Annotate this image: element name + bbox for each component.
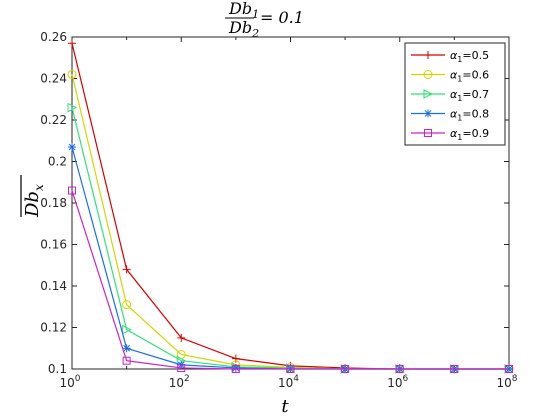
- marker-plus: [424, 51, 432, 59]
- y-tick-label: 0.12: [40, 321, 67, 335]
- title-rhs: = 0.1: [260, 8, 304, 27]
- y-tick-label: 0.1: [48, 362, 67, 376]
- legend-label: α1=0.7: [450, 88, 489, 103]
- y-tick-label: 0.18: [40, 196, 67, 210]
- marker-circle: [122, 300, 132, 310]
- y-tick-label: 0.16: [40, 238, 67, 252]
- y-tick-label: 0.26: [40, 30, 67, 44]
- y-tick-label: 0.22: [40, 113, 67, 127]
- marker-square: [231, 365, 240, 373]
- marker-triangle: [122, 324, 132, 335]
- marker-star: [122, 344, 131, 353]
- marker-star: [424, 109, 432, 118]
- marker-star: [231, 363, 240, 372]
- marker-triangle: [67, 102, 78, 113]
- series-line: [71, 190, 509, 370]
- x-tick-label: 104: [278, 374, 299, 390]
- legend-entry: α1=0.8: [411, 108, 489, 123]
- x-tick-label: 106: [387, 374, 408, 390]
- legend-label: α1=0.8: [450, 108, 489, 123]
- marker-square: [424, 129, 432, 137]
- marker-square: [450, 365, 459, 373]
- marker-square: [68, 186, 76, 195]
- marker-triangle: [423, 89, 434, 99]
- series-5: [68, 186, 513, 373]
- chart-title: Db1 Db2 = 0.1: [225, 0, 304, 40]
- marker-circle: [423, 70, 433, 79]
- marker-square: [341, 365, 350, 373]
- x-tick-label: 100: [59, 374, 80, 390]
- title-denominator: Db2: [228, 18, 259, 40]
- y-tick-label: 0.14: [40, 279, 67, 293]
- marker-plus: [68, 39, 76, 48]
- marker-square: [122, 356, 131, 365]
- marker-square: [177, 363, 186, 372]
- y-label-text: Dbx: [22, 184, 46, 218]
- legend-label: α1=0.9: [450, 127, 489, 142]
- marker-square: [286, 365, 295, 373]
- legend-entry: α1=0.6: [411, 69, 489, 84]
- legend-label: α1=0.5: [450, 49, 489, 64]
- legend-entry: α1=0.5: [411, 49, 489, 64]
- x-tick-label: 108: [496, 374, 517, 390]
- marker-star: [68, 142, 76, 151]
- x-axis-label: t: [281, 396, 289, 417]
- x-tick-label: 102: [169, 374, 190, 390]
- legend-entry: α1=0.7: [411, 88, 489, 103]
- marker-plus: [122, 265, 131, 274]
- y-tick-label: 0.24: [40, 72, 67, 86]
- marker-circle: [67, 69, 77, 79]
- legend-label: α1=0.6: [450, 69, 489, 84]
- y-tick-label: 0.2: [48, 155, 67, 169]
- y-axis-label: Dbx: [20, 175, 46, 218]
- marker-square: [505, 365, 513, 373]
- marker-plus: [177, 333, 186, 342]
- title-numerator: Db1: [228, 0, 259, 21]
- marker-square: [395, 365, 404, 373]
- legend-entry: α1=0.9: [411, 127, 489, 142]
- legend: α1=0.5 α1=0.6 α1=0.7 α1=0.8 α1=0.9: [404, 42, 506, 146]
